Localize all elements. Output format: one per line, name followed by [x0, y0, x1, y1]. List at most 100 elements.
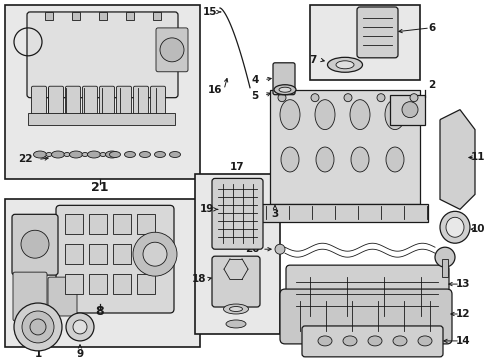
Ellipse shape — [342, 336, 356, 346]
Bar — [137, 244, 155, 264]
Bar — [5, 5, 200, 179]
Bar — [137, 214, 155, 234]
Bar — [262, 204, 427, 222]
Ellipse shape — [223, 304, 248, 314]
Bar — [99, 12, 107, 20]
Bar — [65, 244, 83, 264]
Text: 15: 15 — [203, 7, 217, 17]
FancyBboxPatch shape — [212, 179, 263, 249]
Circle shape — [73, 320, 87, 334]
Circle shape — [401, 102, 417, 118]
Text: 20: 20 — [244, 244, 259, 254]
Ellipse shape — [392, 336, 406, 346]
Ellipse shape — [64, 153, 70, 157]
Circle shape — [30, 319, 46, 335]
Bar — [89, 274, 107, 294]
FancyBboxPatch shape — [12, 214, 58, 275]
FancyBboxPatch shape — [56, 205, 174, 313]
Ellipse shape — [350, 147, 368, 172]
Text: 9: 9 — [76, 349, 83, 359]
Ellipse shape — [51, 151, 64, 158]
Circle shape — [434, 247, 454, 267]
Text: 21: 21 — [91, 181, 108, 194]
Bar — [113, 244, 131, 264]
FancyBboxPatch shape — [356, 7, 397, 58]
Text: 6: 6 — [427, 23, 435, 33]
Text: 8: 8 — [96, 305, 104, 318]
FancyBboxPatch shape — [13, 272, 47, 321]
FancyBboxPatch shape — [280, 289, 451, 344]
Text: 11: 11 — [470, 153, 484, 162]
Ellipse shape — [385, 147, 403, 172]
Ellipse shape — [105, 151, 118, 158]
Circle shape — [376, 94, 384, 102]
Circle shape — [66, 313, 94, 341]
Bar — [195, 175, 280, 334]
Circle shape — [160, 38, 183, 62]
Bar — [137, 274, 155, 294]
FancyBboxPatch shape — [48, 86, 63, 114]
Text: 18: 18 — [191, 274, 206, 284]
Ellipse shape — [317, 336, 331, 346]
Circle shape — [310, 94, 318, 102]
FancyBboxPatch shape — [31, 86, 46, 114]
Circle shape — [21, 230, 49, 258]
Text: 22: 22 — [18, 154, 32, 165]
Bar — [5, 199, 200, 347]
Circle shape — [278, 94, 285, 102]
Ellipse shape — [349, 100, 369, 130]
Ellipse shape — [417, 336, 431, 346]
Ellipse shape — [100, 153, 106, 157]
Ellipse shape — [109, 152, 120, 157]
Text: 13: 13 — [455, 279, 469, 289]
Ellipse shape — [46, 153, 52, 157]
FancyBboxPatch shape — [302, 326, 442, 357]
Circle shape — [274, 244, 285, 254]
FancyBboxPatch shape — [150, 86, 165, 114]
FancyBboxPatch shape — [116, 86, 131, 114]
Text: 16: 16 — [207, 85, 222, 95]
Ellipse shape — [87, 151, 101, 158]
Text: 3: 3 — [271, 209, 278, 219]
Text: 17: 17 — [229, 162, 244, 172]
FancyBboxPatch shape — [65, 86, 81, 114]
Bar — [153, 12, 161, 20]
Ellipse shape — [273, 85, 295, 95]
Ellipse shape — [384, 100, 404, 130]
FancyBboxPatch shape — [285, 265, 448, 328]
Ellipse shape — [315, 147, 333, 172]
Bar — [126, 12, 134, 20]
FancyBboxPatch shape — [48, 277, 77, 316]
Bar — [65, 214, 83, 234]
Text: 7: 7 — [309, 55, 316, 65]
Ellipse shape — [327, 57, 362, 72]
Circle shape — [343, 94, 351, 102]
Bar — [269, 90, 419, 204]
FancyBboxPatch shape — [212, 256, 260, 307]
Text: 14: 14 — [455, 336, 469, 346]
Ellipse shape — [82, 153, 88, 157]
Ellipse shape — [367, 336, 381, 346]
FancyBboxPatch shape — [156, 28, 187, 72]
FancyBboxPatch shape — [82, 86, 97, 114]
Text: 2: 2 — [427, 80, 435, 90]
Text: 5: 5 — [251, 91, 258, 101]
Ellipse shape — [280, 100, 299, 130]
Bar — [441, 259, 447, 277]
Ellipse shape — [154, 152, 165, 157]
Bar — [89, 214, 107, 234]
Ellipse shape — [335, 61, 353, 69]
Ellipse shape — [314, 100, 334, 130]
Bar — [45, 12, 53, 20]
Ellipse shape — [225, 320, 245, 328]
Bar — [65, 274, 83, 294]
FancyBboxPatch shape — [133, 86, 148, 114]
Ellipse shape — [279, 87, 290, 92]
Ellipse shape — [445, 217, 463, 237]
PathPatch shape — [439, 110, 474, 209]
Bar — [309, 5, 419, 80]
FancyBboxPatch shape — [272, 63, 294, 95]
Ellipse shape — [229, 306, 242, 311]
Text: 1: 1 — [34, 349, 41, 359]
Ellipse shape — [34, 151, 46, 158]
